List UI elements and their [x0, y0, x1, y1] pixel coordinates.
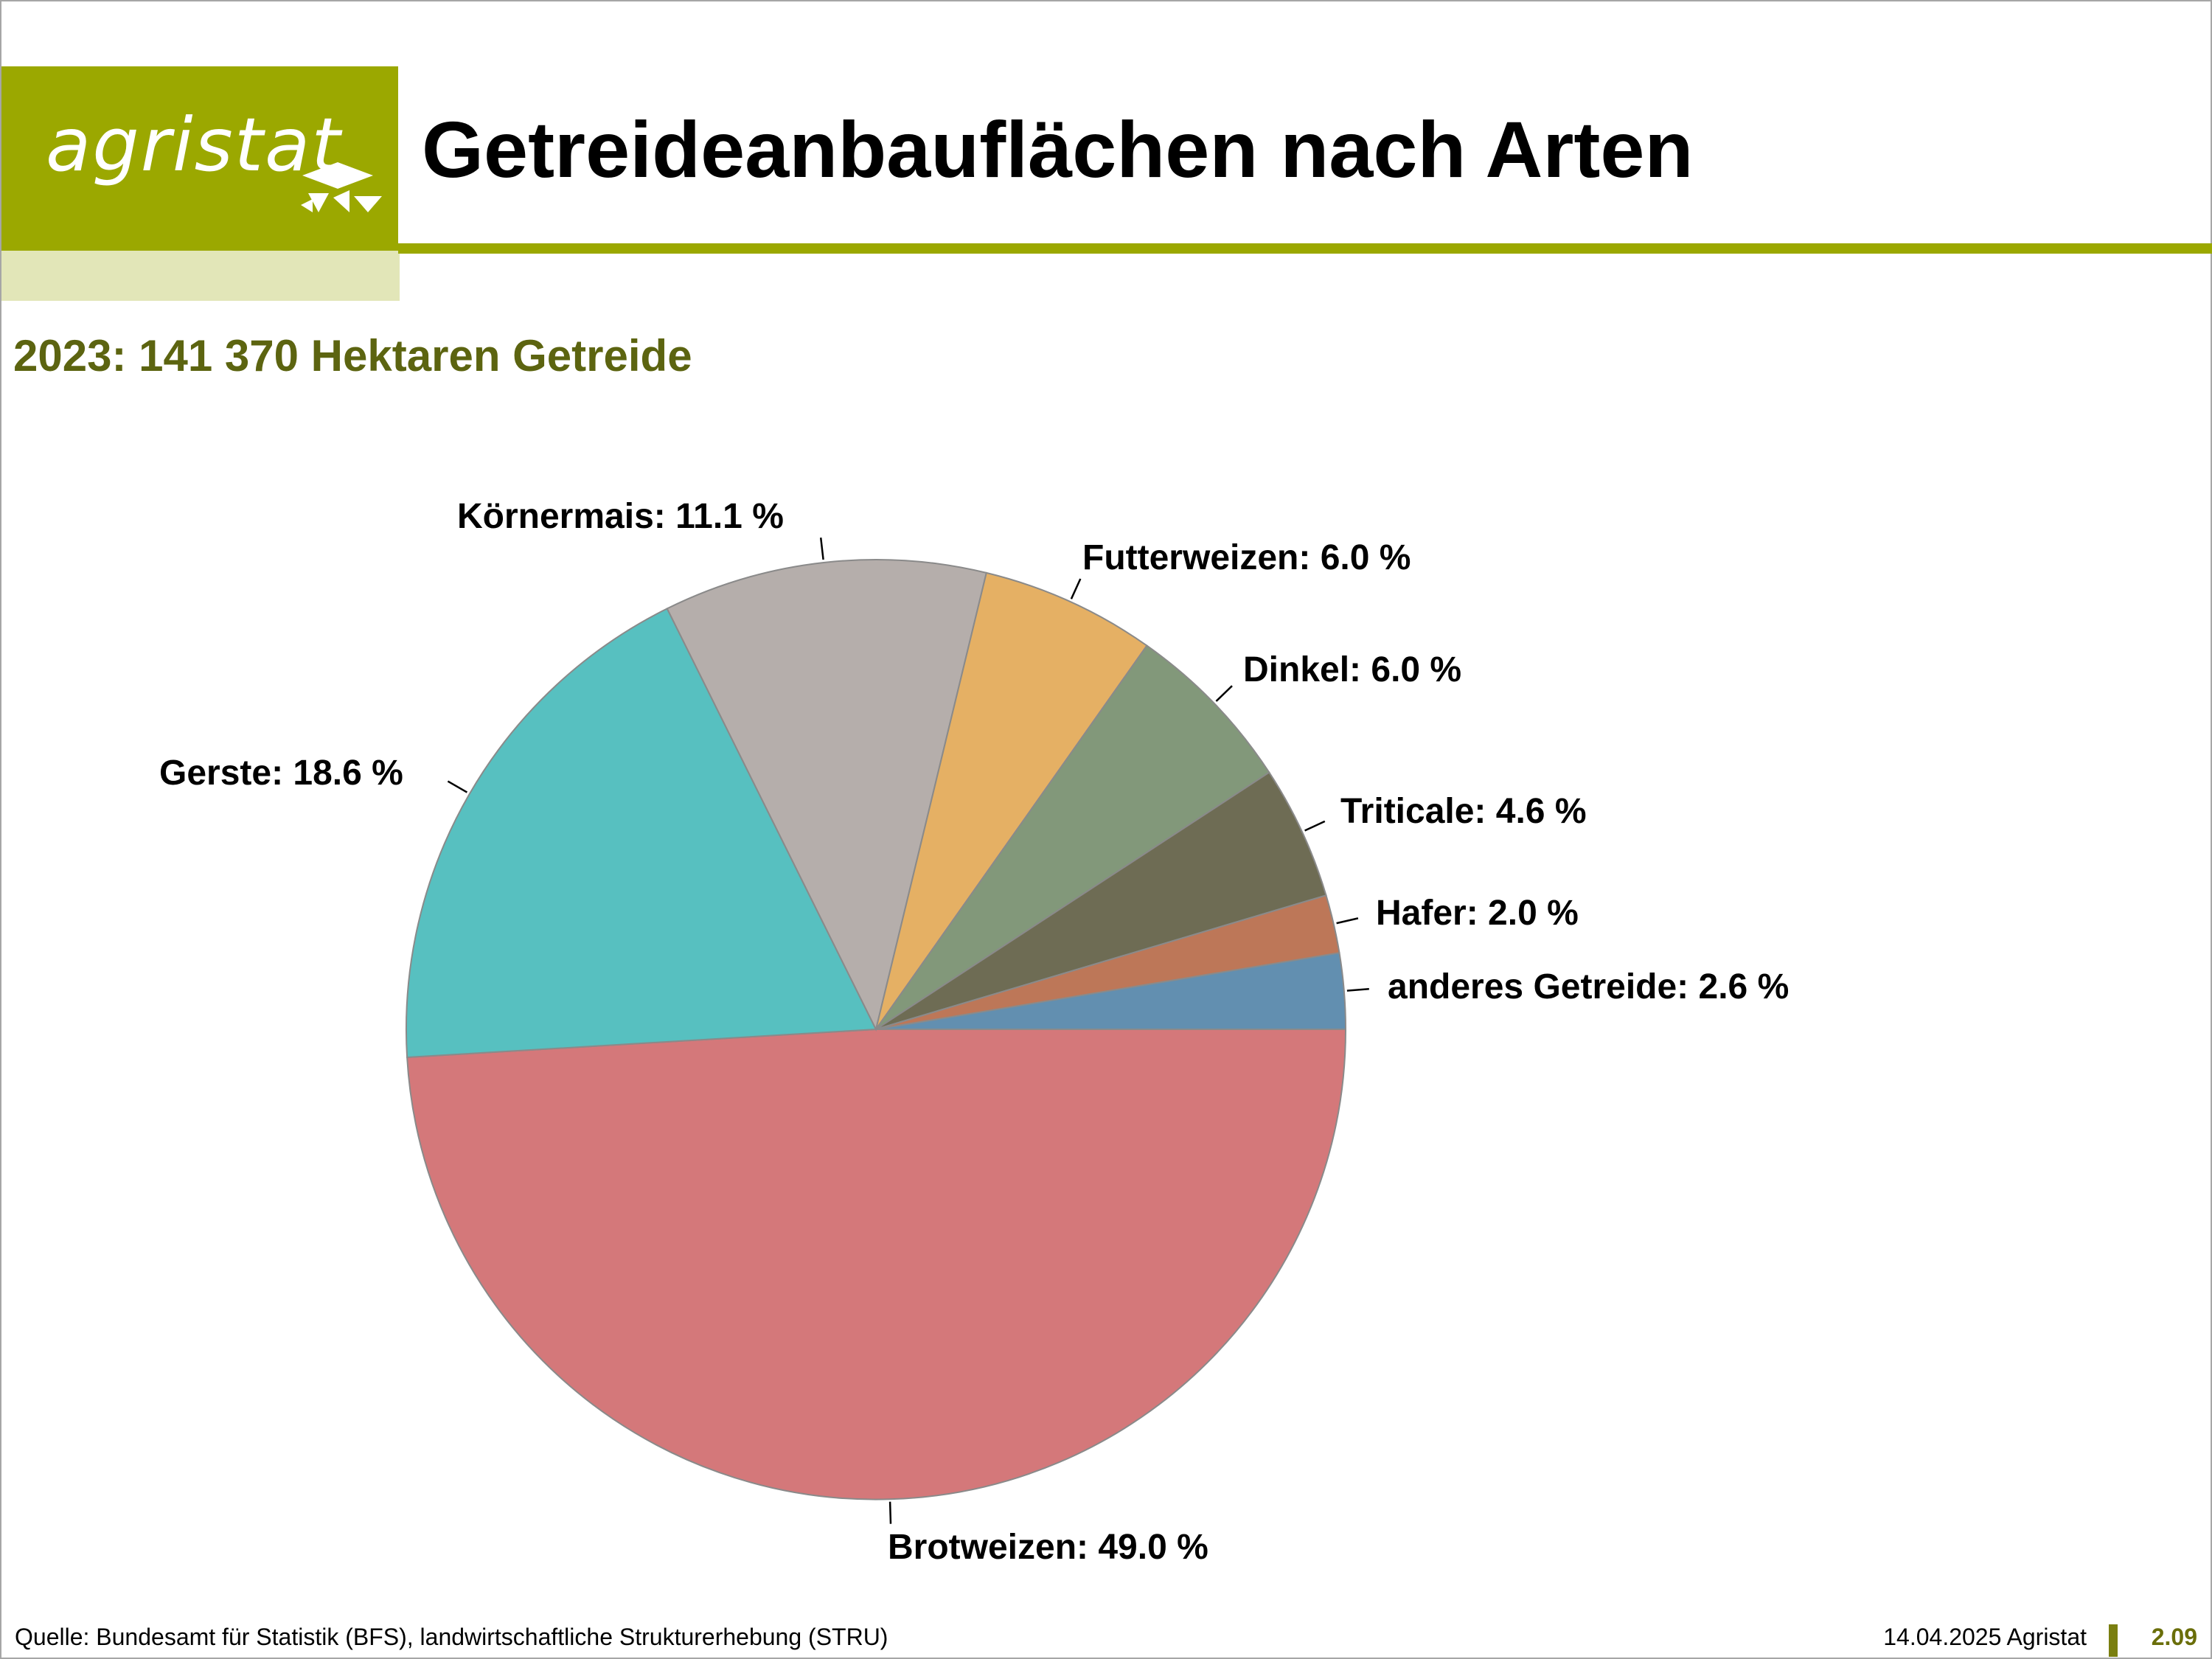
logo-triangles-icon — [301, 162, 382, 212]
leader-line — [1336, 917, 1359, 925]
slice-label: Körnermais: 11.1 % — [457, 497, 784, 536]
agristat-logo — [1, 66, 398, 251]
slice-label: Hafer: 2.0 % — [1376, 894, 1579, 933]
leader-line — [819, 538, 824, 560]
chart-subtitle: 2023: 141 370 Hektaren Getreide — [13, 331, 692, 380]
slice-label: Futterweizen: 6.0 % — [1082, 538, 1411, 577]
pie-slice-körnermais — [666, 559, 988, 1032]
slice-label: Brotweizen: 49.0 % — [888, 1528, 1208, 1567]
footer-date: 14.04.2025 Agristat — [1883, 1624, 2087, 1650]
pie-slice-dinkel — [875, 644, 1270, 1030]
leader-line — [447, 780, 468, 793]
pie-slice-anderes-getreide — [875, 952, 1347, 1030]
footer-source: Quelle: Bundesamt für Statistik (BFS), l… — [15, 1624, 888, 1650]
leader-line — [1070, 578, 1082, 599]
leader-lines — [447, 538, 1369, 1524]
slice-label: Gerste: 18.6 % — [159, 754, 403, 793]
slice-labels: Brotweizen: 49.0 % Gerste: 18.6 % Körnerma… — [159, 497, 1789, 1567]
leader-line — [1346, 987, 1369, 992]
leader-line — [888, 1501, 892, 1524]
header-rule — [398, 243, 2212, 254]
page-title: Getreideanbauflächen nach Arten — [422, 105, 1694, 194]
page-number: 2.09 — [2151, 1624, 2197, 1650]
slice-label: Triticale: 4.6 % — [1340, 792, 1587, 831]
slice-label: anderes Getreide: 2.6 % — [1388, 967, 1789, 1006]
logo-text: agristat — [46, 102, 342, 188]
logo-underlay — [1, 251, 400, 301]
pie-slice-gerste — [405, 608, 877, 1059]
slice-label: Dinkel: 6.0 % — [1243, 650, 1461, 689]
pie-slice-futterweizen — [875, 571, 1148, 1030]
leader-line — [1215, 685, 1233, 702]
pie-slice-triticale — [875, 771, 1327, 1030]
pie-slices — [405, 559, 1347, 1500]
pie-slice-brotweizen — [406, 1029, 1347, 1500]
leader-line — [1304, 820, 1326, 832]
footer-divider — [2109, 1624, 2118, 1657]
